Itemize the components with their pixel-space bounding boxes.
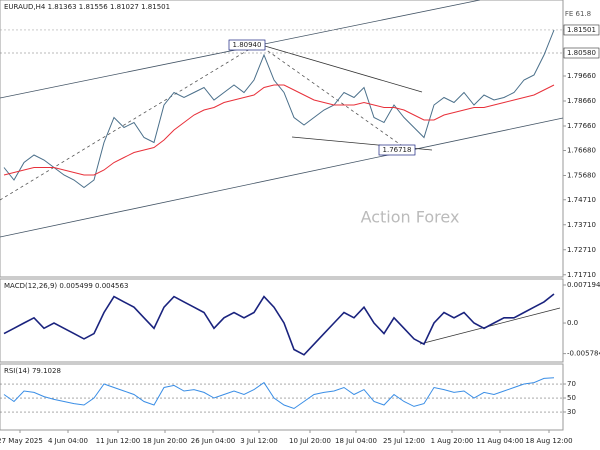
x-tick-label: 27 May 2025 — [0, 437, 43, 445]
y-tick-label: 50 — [567, 394, 576, 402]
y-tick-label: 1.77660 — [567, 122, 596, 130]
annotation: 1.76718 — [383, 146, 412, 154]
x-tick-label: 18 Jul 04:00 — [335, 437, 377, 445]
y-tick-label: 0.007194 — [567, 281, 600, 289]
y-tick-label: 1.78660 — [567, 97, 596, 105]
price-label-box — [563, 47, 600, 59]
y-tick-label: 1.74710 — [567, 196, 596, 204]
annotation-box — [378, 144, 416, 156]
fib-line — [0, 43, 259, 201]
x-tick-label: 4 Jun 04:00 — [48, 437, 88, 445]
series-line — [3, 293, 555, 356]
y-tick-label: 1.73710 — [567, 221, 596, 229]
x-tick-label: 3 Jul 12:00 — [240, 437, 278, 445]
x-tick-label: 11 Jun 12:00 — [96, 437, 140, 445]
panel-title: MACD(12,26,9) 0.005499 0.004563 — [4, 282, 128, 290]
y-tick-label: 1.76680 — [567, 147, 596, 155]
y-tick-label: 1.75680 — [567, 172, 596, 180]
y-tick-label: 1.79660 — [567, 72, 596, 80]
channel-line — [0, 117, 564, 238]
x-tick-label: 18 Jun 20:00 — [143, 437, 187, 445]
panel-title: RSI(14) 79.1028 — [4, 367, 61, 375]
y-tick-label: 0.0 — [567, 319, 578, 327]
annotation: FE 61.8 — [565, 10, 591, 18]
x-tick-label: 1 Aug 20:00 — [431, 437, 474, 445]
series-line — [3, 29, 555, 189]
annotation: 1.80940 — [233, 41, 262, 49]
y-tick-label: 1.80580 — [567, 49, 596, 57]
y-tick-label: 70 — [567, 380, 576, 388]
fib-line — [257, 43, 409, 151]
y-tick-label: 1.81501 — [567, 26, 596, 34]
rsi-frame — [0, 363, 564, 431]
panel-title: EURAUD,H4 1.81363 1.81556 1.81027 1.8150… — [4, 3, 170, 11]
series-line — [3, 377, 555, 410]
y-tick-label: -0.005784 — [567, 350, 600, 358]
price-frame — [0, 0, 564, 278]
macd-frame — [0, 278, 564, 363]
x-tick-label: 26 Jun 04:00 — [191, 437, 235, 445]
annotation-box — [228, 39, 266, 51]
x-tick-label: 18 Aug 12:00 — [525, 437, 572, 445]
annotation: Action Forex — [361, 208, 460, 227]
y-tick-label: 1.71710 — [567, 271, 596, 279]
x-tick-label: 11 Aug 04:00 — [476, 437, 523, 445]
x-tick-label: 25 Jul 12:00 — [383, 437, 425, 445]
triangle-line — [257, 43, 423, 93]
x-tick-label: 10 Jul 20:00 — [289, 437, 331, 445]
y-tick-label: 1.72710 — [567, 246, 596, 254]
price-label-box — [563, 24, 600, 36]
y-tick-label: 30 — [567, 408, 576, 416]
series-line — [3, 84, 555, 176]
